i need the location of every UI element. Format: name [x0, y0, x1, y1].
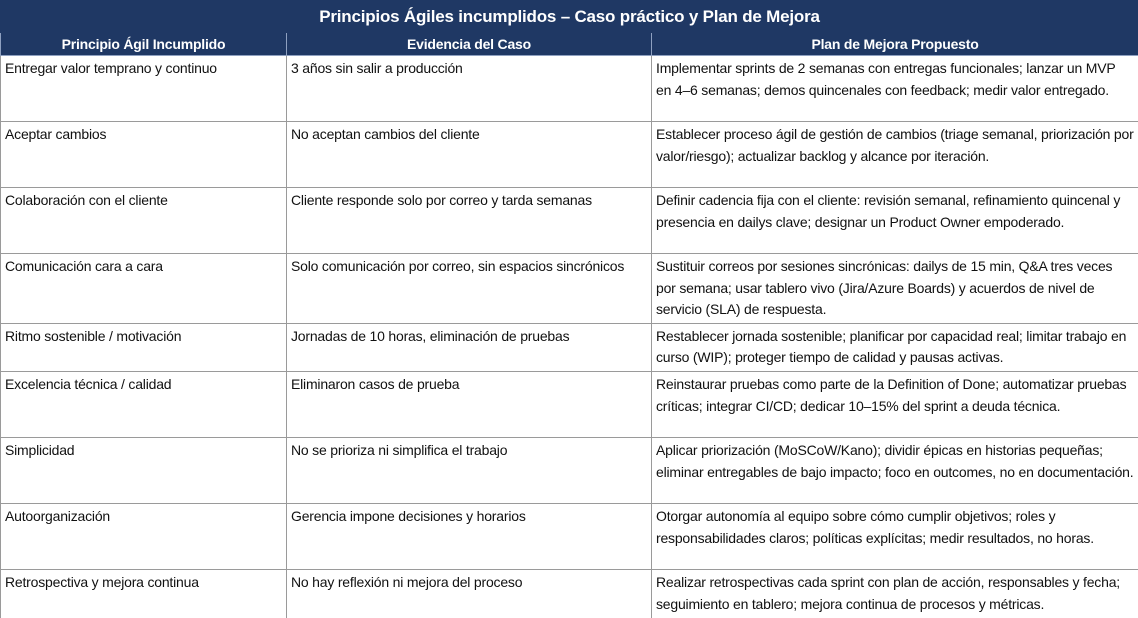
table-cell: Aplicar priorización (MoSCoW/Kano); divi… [651, 436, 1138, 504]
table-row: Simplicidad No se prioriza ni simplifica … [0, 436, 1138, 504]
table-cell: Restablecer jornada sostenible; planific… [651, 322, 1138, 372]
table-cell: Solo comunicación por correo, sin espaci… [286, 253, 652, 324]
table-cell: Sustituir correos por sesiones sincrónic… [651, 253, 1138, 324]
table-cell: Reinstaurar pruebas como parte de la Def… [651, 370, 1138, 438]
table-cell: Autoorganización [0, 502, 287, 570]
table-cell: Gerencia impone decisiones y horarios [286, 502, 652, 570]
table-cell: Establecer proceso ágil de gestión de ca… [651, 121, 1138, 188]
table-cell: Ritmo sostenible / motivación [0, 322, 287, 372]
table-cell: Definir cadencia fija con el cliente: re… [651, 187, 1138, 254]
header-row: Principio Ágil Incumplido Evidencia del C… [0, 32, 1138, 56]
title: Principios Ágiles incumplidos – Caso prá… [0, 0, 1138, 33]
title-row: Principios Ágiles incumplidos – Caso prá… [0, 0, 1138, 33]
table-cell: Realizar retrospectivas cada sprint con … [651, 568, 1138, 618]
table-cell: Comunicación cara a cara [0, 253, 287, 324]
table-cell: No aceptan cambios del cliente [286, 121, 652, 188]
table-cell: No se prioriza ni simplifica el trabajo [286, 436, 652, 504]
table-cell: No hay reflexión ni mejora del proceso [286, 568, 652, 618]
column-header: Plan de Mejora Propuesto [651, 32, 1138, 56]
table-cell: Jornadas de 10 horas, eliminación de pru… [286, 322, 652, 372]
table-cell: Colaboración con el cliente [0, 187, 287, 254]
table-cell: Otorgar autonomía al equipo sobre cómo c… [651, 502, 1138, 570]
table-row: Ritmo sostenible / motivación Jornadas de… [0, 322, 1138, 372]
table-row: Aceptar cambios No aceptan cambios del cl… [0, 121, 1138, 188]
table-cell: Simplicidad [0, 436, 287, 504]
table-body: Entregar valor temprano y continuo 3 años… [0, 55, 1138, 618]
table-cell: Aceptar cambios [0, 121, 287, 188]
table-row: Retrospectiva y mejora continua No hay re… [0, 568, 1138, 618]
column-header: Principio Ágil Incumplido [0, 32, 287, 56]
table-row: Excelencia técnica / calidad Eliminaron c… [0, 370, 1138, 438]
table-cell: Cliente responde solo por correo y tarda… [286, 187, 652, 254]
table-cell: 3 años sin salir a producción [286, 55, 652, 122]
table-cell: Implementar sprints de 2 semanas con ent… [651, 55, 1138, 122]
table-row: Comunicación cara a cara Solo comunicació… [0, 253, 1138, 324]
table-cell: Eliminaron casos de prueba [286, 370, 652, 438]
table-row: Autoorganización Gerencia impone decision… [0, 502, 1138, 570]
table-cell: Entregar valor temprano y continuo [0, 55, 287, 122]
column-header: Evidencia del Caso [286, 32, 652, 56]
table-cell: Retrospectiva y mejora continua [0, 568, 287, 618]
table-row: Colaboración con el cliente Cliente respo… [0, 187, 1138, 254]
table-cell: Excelencia técnica / calidad [0, 370, 287, 438]
table-row: Entregar valor temprano y continuo 3 años… [0, 55, 1138, 122]
